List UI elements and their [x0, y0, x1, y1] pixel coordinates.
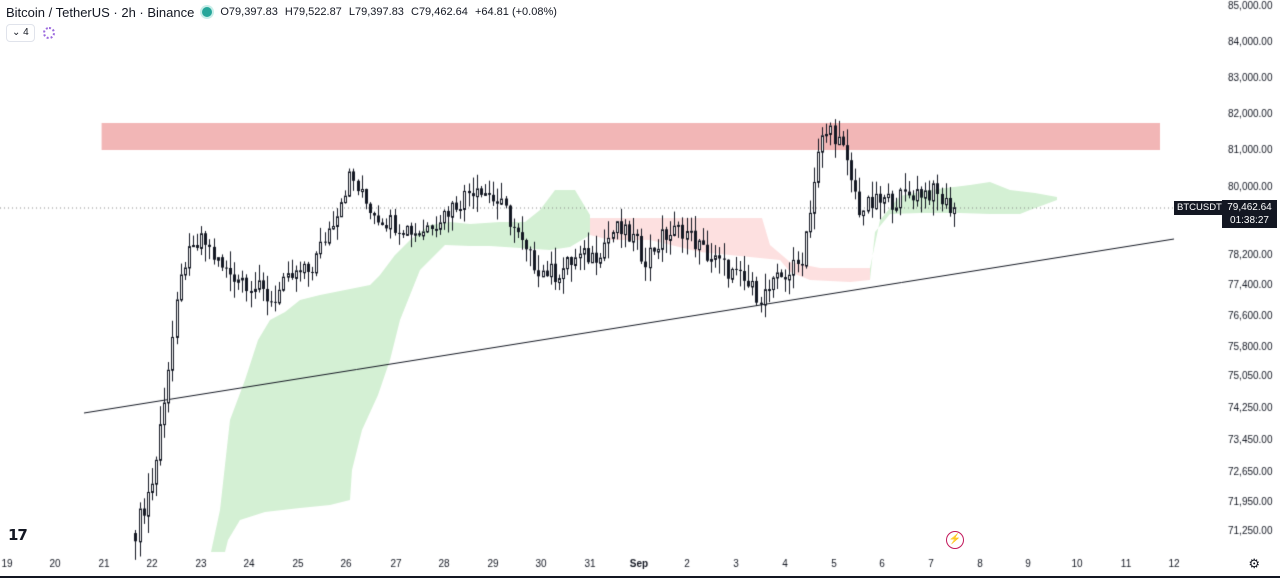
symbol-price-tag: BTCUSDT	[1174, 201, 1225, 215]
tradingview-logo: 17	[8, 526, 28, 544]
indicator-row: ⌄ 4	[6, 24, 55, 42]
last-price-tag: 79,462.64 01:38:27	[1222, 200, 1277, 228]
close-value: C79,462.64	[411, 6, 468, 18]
market-status-icon	[202, 7, 213, 17]
ohlc-readout: O79,397.83 H79,522.87 L79,397.83 C79,462…	[220, 6, 561, 18]
change-value: +64.81 (+0.08%)	[474, 6, 557, 18]
indicators-toggle-button[interactable]: ⌄ 4	[6, 24, 35, 42]
low-value: L79,397.83	[348, 6, 404, 18]
last-price-value: 79,462.64	[1227, 202, 1272, 213]
loading-icon	[42, 27, 55, 39]
chart-header: Bitcoin / TetherUS · 2h · Binance O79,39…	[6, 3, 561, 21]
high-value: H79,522.87	[284, 6, 342, 18]
symbol-title[interactable]: Bitcoin / TetherUS · 2h · Binance	[6, 4, 195, 20]
open-value: O79,397.83	[220, 6, 278, 18]
logo-mark: 17	[8, 526, 28, 544]
gear-icon[interactable]: ⚙	[1248, 556, 1260, 571]
lightning-icon[interactable]: ⚡	[946, 531, 964, 549]
bottom-divider	[0, 576, 1280, 578]
indicators-count: 4	[23, 27, 29, 38]
bar-countdown: 01:38:27	[1230, 215, 1269, 226]
